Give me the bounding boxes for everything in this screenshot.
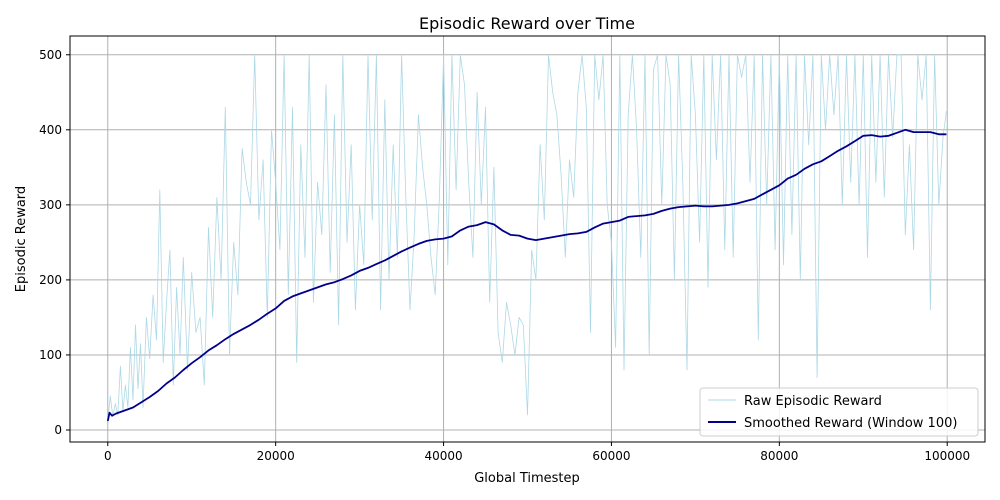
smoothed-series-layer	[106, 128, 947, 422]
legend-raw-label: Raw Episodic Reward	[744, 394, 882, 409]
x-tick-label: 0	[104, 449, 112, 463]
raw-reward-line	[107, 54, 947, 422]
x-tick-label: 20000	[257, 449, 295, 463]
y-tick-label: 100	[39, 348, 62, 362]
legend-smoothed-label: Smoothed Reward (Window 100)	[744, 416, 957, 431]
chart-title: Episodic Reward over Time	[419, 14, 635, 33]
x-axis-label: Global Timestep	[474, 471, 580, 486]
grid	[70, 36, 985, 442]
y-tick-label: 200	[39, 273, 62, 287]
x-tick-label: 60000	[592, 449, 630, 463]
y-axis-ticks: 0 100 200 300 400 500	[39, 48, 70, 437]
plot-frame	[69, 35, 986, 443]
y-tick-label: 400	[39, 123, 62, 137]
legend-box	[699, 387, 979, 437]
y-tick-label: 300	[39, 198, 62, 212]
smoothed-reward-line	[106, 128, 947, 422]
raw-series-layer	[107, 54, 947, 422]
y-tick-label: 500	[39, 48, 62, 62]
x-tick-label: 80000	[760, 449, 798, 463]
x-tick-label: 100000	[924, 449, 970, 463]
y-tick-label: 0	[54, 423, 62, 437]
x-axis-ticks: 0 20000 40000 60000 80000 100000	[104, 442, 970, 463]
y-axis-label: Episodic Reward	[14, 186, 29, 292]
legend: Raw Episodic Reward Smoothed Reward (Win…	[699, 387, 979, 437]
x-tick-label: 40000	[424, 449, 462, 463]
